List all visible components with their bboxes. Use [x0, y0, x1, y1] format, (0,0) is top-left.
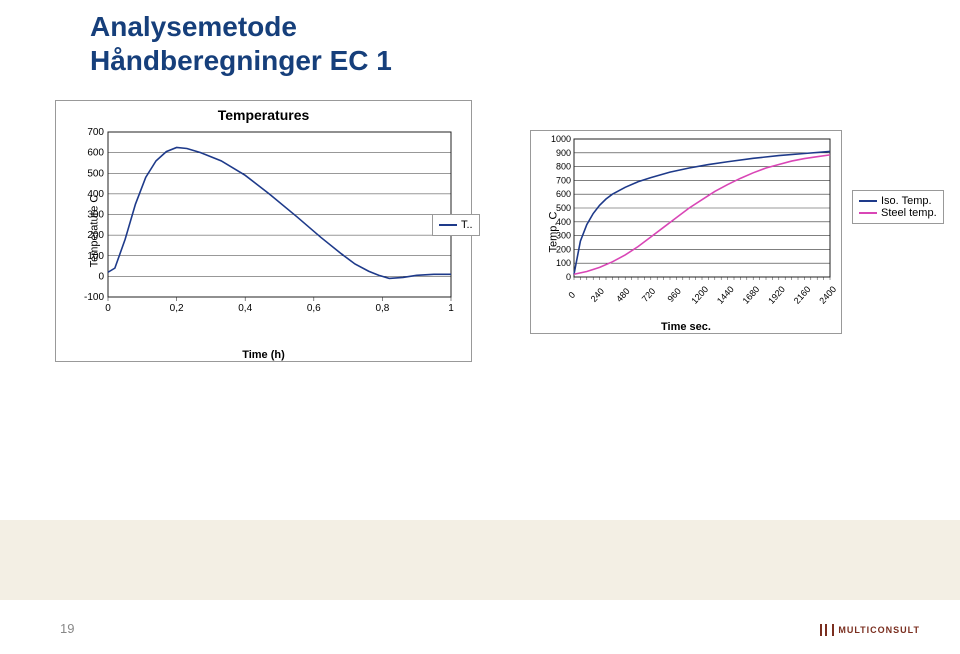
right-chart-container: Temp. C 01002003004005006007008009001000…: [530, 130, 842, 334]
legend-item: Steel temp.: [859, 207, 937, 219]
svg-text:2400: 2400: [817, 284, 836, 306]
background-band: [0, 520, 960, 600]
svg-text:-100: -100: [84, 292, 104, 303]
svg-text:0: 0: [566, 290, 577, 300]
title-line-1: Analysemetode: [90, 11, 297, 42]
legend-label: T..: [461, 219, 473, 231]
legend-label: Iso. Temp.: [881, 195, 932, 207]
svg-text:1200: 1200: [689, 284, 710, 306]
svg-text:2160: 2160: [792, 284, 813, 306]
svg-text:240: 240: [589, 286, 606, 304]
legend-label: Steel temp.: [881, 207, 937, 219]
svg-text:0: 0: [566, 272, 571, 282]
svg-text:1920: 1920: [766, 284, 787, 306]
svg-text:720: 720: [640, 286, 657, 304]
legend-item: T..: [439, 219, 473, 231]
left-chart-xlabel: Time (h): [56, 349, 471, 361]
right-chart-xlabel: Time sec.: [531, 321, 841, 333]
page-number: 19: [60, 621, 74, 636]
svg-text:700: 700: [556, 175, 571, 185]
legend-swatch: [859, 212, 877, 214]
svg-text:0,4: 0,4: [238, 303, 252, 314]
svg-text:800: 800: [556, 162, 571, 172]
svg-text:0,6: 0,6: [307, 303, 321, 314]
svg-text:0,2: 0,2: [170, 303, 184, 314]
title-line-2: Håndberegninger EC 1: [90, 45, 392, 76]
left-chart-plot: -100010020030040050060070000,20,40,60,81: [66, 127, 461, 347]
svg-text:700: 700: [87, 127, 104, 138]
footer-logo: MULTICONSULT: [820, 624, 920, 636]
svg-text:1680: 1680: [741, 284, 762, 306]
svg-text:1000: 1000: [551, 135, 571, 144]
logo-bars-icon: [820, 624, 834, 636]
svg-text:600: 600: [556, 189, 571, 199]
svg-text:100: 100: [556, 258, 571, 268]
left-chart-title: Temperatures: [56, 107, 471, 123]
svg-text:0: 0: [98, 271, 104, 282]
left-chart-container: Temperatures Temperature C -100010020030…: [55, 100, 472, 362]
svg-text:1: 1: [448, 303, 454, 314]
svg-text:600: 600: [87, 148, 104, 159]
right-chart-legend: Iso. Temp.Steel temp.: [852, 190, 944, 224]
right-chart-ylabel: Temp. C: [547, 212, 559, 253]
legend-item: Iso. Temp.: [859, 195, 937, 207]
left-chart-ylabel: Temperature C: [88, 195, 100, 268]
left-chart-legend: T..: [432, 214, 480, 236]
page-title: Analysemetode Håndberegninger EC 1: [90, 10, 392, 77]
svg-text:0,8: 0,8: [375, 303, 389, 314]
right-chart-plot: 0100200300400500600700800900100002404807…: [536, 135, 836, 319]
legend-swatch: [859, 200, 877, 202]
svg-text:500: 500: [87, 168, 104, 179]
legend-swatch: [439, 224, 457, 226]
svg-text:0: 0: [105, 303, 111, 314]
svg-text:900: 900: [556, 148, 571, 158]
svg-text:960: 960: [665, 286, 682, 304]
logo-text: MULTICONSULT: [838, 625, 920, 635]
svg-text:1440: 1440: [715, 284, 736, 306]
svg-text:480: 480: [614, 286, 631, 304]
